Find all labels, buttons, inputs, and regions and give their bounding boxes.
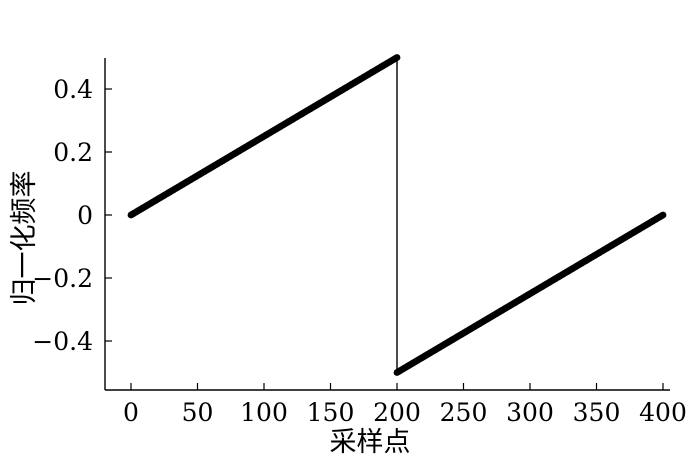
plot-area (127, 54, 667, 376)
series-line (130, 56, 664, 374)
x-tick-label: 350 (573, 398, 621, 427)
x-tick-label: 50 (182, 398, 214, 427)
x-tick-label: 0 (123, 398, 139, 427)
data-point (659, 211, 667, 219)
x-tick-label: 250 (440, 398, 488, 427)
x-axis-title: 采样点 (330, 427, 411, 458)
x-ticks: 0 50 100 150 200 250 300 350 400 (123, 383, 687, 427)
x-tick-label: 100 (240, 398, 288, 427)
y-ticks: 0.4 0.2 0 −0.2 −0.4 (32, 75, 112, 356)
x-tick-label: 300 (506, 398, 554, 427)
y-tick-label: −0.4 (32, 327, 93, 356)
x-tick-label: 400 (639, 398, 687, 427)
y-tick-label: −0.2 (32, 264, 93, 293)
x-tick-label: 200 (373, 398, 421, 427)
y-tick-label: 0 (77, 201, 93, 230)
data-point (393, 54, 401, 61)
y-tick-label: 0.2 (53, 138, 93, 167)
y-tick-label: 0.4 (53, 75, 93, 104)
y-axis-title: 归一化频率 (9, 171, 40, 306)
x-tick-label: 150 (307, 398, 355, 427)
